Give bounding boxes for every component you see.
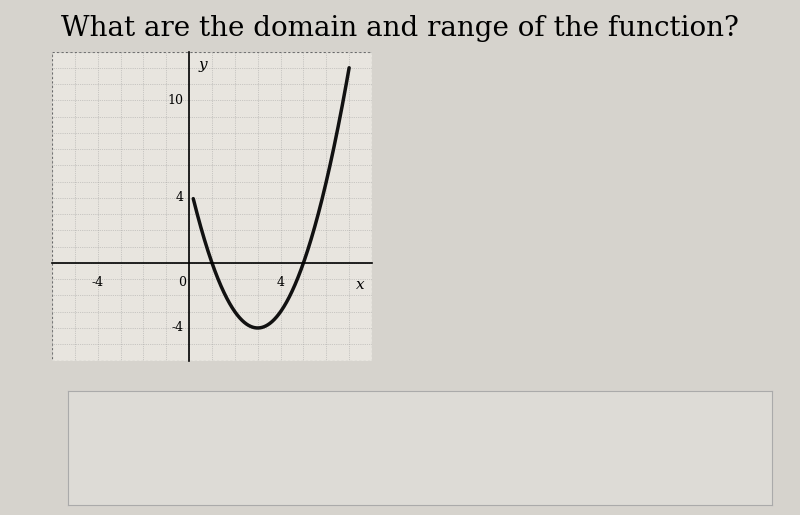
Text: y: y bbox=[198, 58, 207, 72]
Text: x: x bbox=[356, 278, 365, 291]
Text: 10: 10 bbox=[167, 94, 183, 107]
Text: -4: -4 bbox=[171, 321, 183, 334]
Text: -4: -4 bbox=[92, 276, 104, 289]
Text: 0: 0 bbox=[178, 276, 186, 289]
Text: 4: 4 bbox=[175, 192, 183, 204]
Text: What are the domain and range of the function?: What are the domain and range of the fun… bbox=[61, 15, 739, 42]
Text: 4: 4 bbox=[277, 276, 285, 289]
